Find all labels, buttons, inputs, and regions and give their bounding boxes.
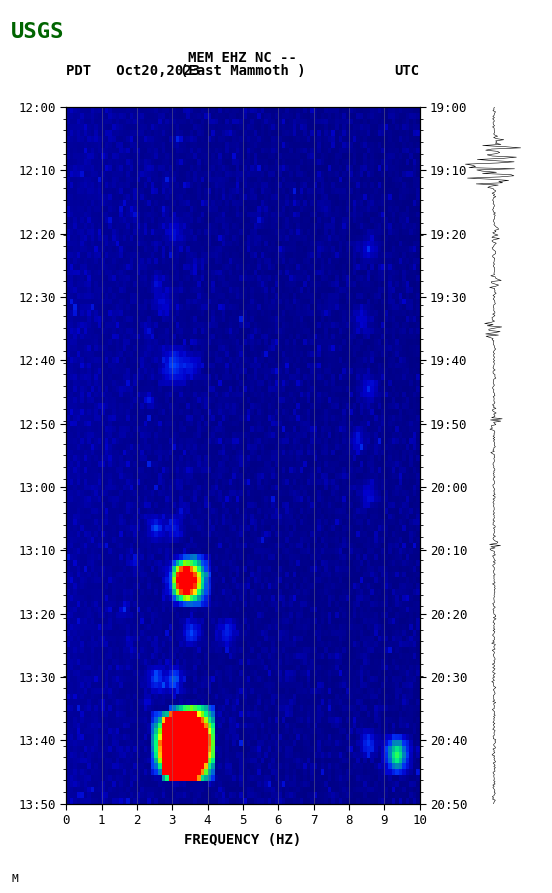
Text: (East Mammoth ): (East Mammoth ) [180, 64, 306, 79]
Text: USGS: USGS [11, 22, 65, 42]
Text: M: M [11, 874, 18, 884]
X-axis label: FREQUENCY (HZ): FREQUENCY (HZ) [184, 832, 301, 847]
Text: MEM EHZ NC --: MEM EHZ NC -- [188, 51, 298, 65]
Text: PDT   Oct20,2023: PDT Oct20,2023 [66, 64, 200, 79]
Text: UTC: UTC [394, 64, 420, 79]
